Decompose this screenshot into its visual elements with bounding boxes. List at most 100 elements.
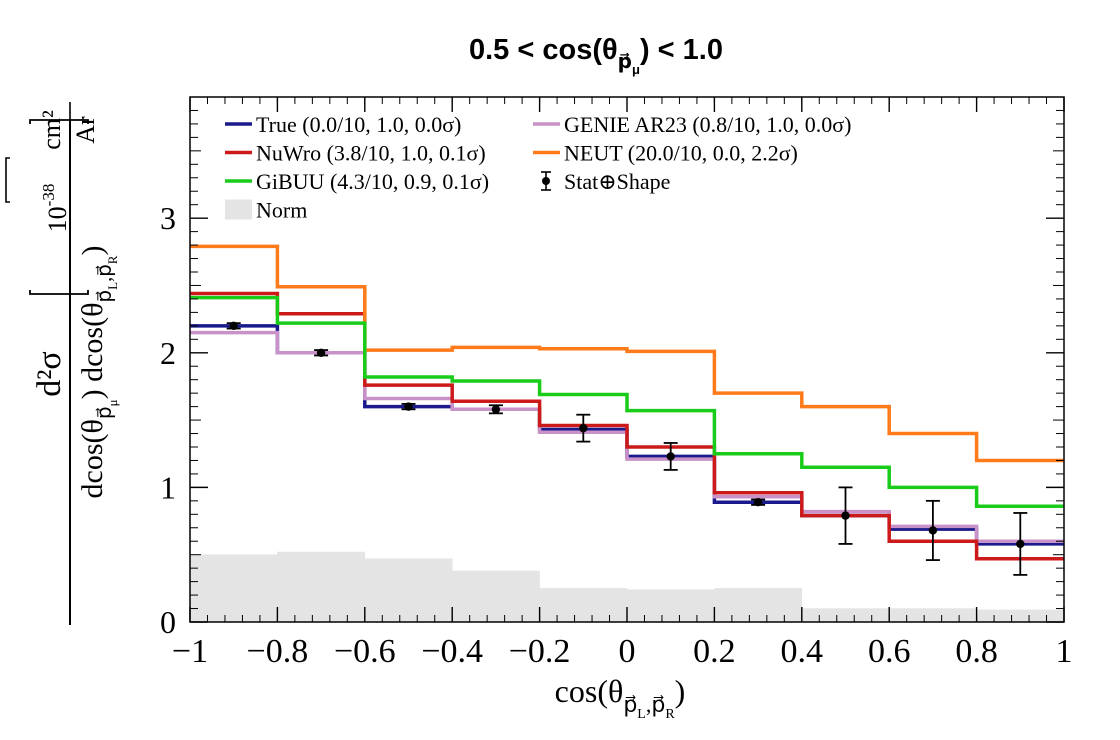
xlabel-subsub1: L [637,707,646,722]
y-tick-label: 2 [160,335,176,371]
norm-histogram [189,551,1065,623]
x-axis-label: cos(θp⃗L,p⃗R) [555,673,686,722]
data-marker-2 [404,402,413,411]
legend-label: Norm [256,198,307,223]
norm-bin-1 [277,551,366,623]
data-marker-8 [928,526,938,535]
norm-bin-8 [888,608,977,623]
data-point-8 [925,499,940,561]
data-marker-6 [753,497,763,507]
xlabel-sub2: ,p⃗ [646,692,665,717]
xlabel-sub: p⃗ [623,692,637,717]
data-point-3 [488,404,503,415]
x-tick-label: 0.6 [868,633,911,670]
data-points-layer [226,321,1028,576]
data-marker-9 [1016,539,1025,549]
data-point-0 [226,321,241,331]
legend: True (0.0/10, 1.0, 0.0σ) NuWro (3.8/10, 1… [225,112,851,223]
data-point-2 [401,402,416,411]
ylabel-denominator: dcos(θp⃗μ) dcos(θp⃗L,p⃗R) [76,246,120,499]
xlabel-end: ) [675,673,686,709]
title-main: 0.5 < cos(θ [469,34,618,66]
norm-bin-4 [539,588,628,623]
data-point-7 [838,486,853,545]
ylabel-den-subsub3: R [105,255,120,264]
ylabel-den-sub2: p⃗ [94,290,116,303]
x-tick-label: −1 [172,633,208,670]
x-tick-label: −0.6 [334,633,396,670]
chart-title: 0.5 < cos(θp⃗μ) < 1.0 [469,34,723,77]
x-tick-label: 0 [619,633,636,670]
legend-label: True (0.0/10, 1.0, 0.0σ) [256,112,461,137]
units-bracket-open [29,290,89,295]
legend-entry-1: GENIE AR23 (0.8/10, 1.0, 0.0σ) [533,112,851,137]
norm-bin-7 [801,608,890,623]
ylabel-numerator: d²σ [31,351,68,397]
title-sub: p⃗ [618,51,632,73]
x-tick-label: 0.2 [693,633,736,670]
legend-label: Stat⊕Shape [564,169,670,194]
units-base: 10-38 [39,184,72,233]
y-tick-label: 3 [160,200,176,236]
ylabel-den-part1: dcos(θ [76,419,109,498]
data-point-4 [576,413,591,443]
ylabel-den-subsub2: L [105,282,120,290]
data-marker-0 [229,321,238,331]
legend-entry-3: NEUT (20.0/10, 0.0, 2.2σ) [533,141,798,166]
norm-bin-2 [364,558,453,623]
axes: −1 −0.8 −0.6 −0.4 −0.2 0 0.2 0.4 0.6 0.8 1 0 1 2 3 [160,96,1073,670]
legend-label: GiBUU (4.3/10, 0.9, 0.1σ) [256,169,489,194]
data-point-9 [1013,512,1028,576]
y-axis-label: d²σ dcos(θp⃗μ) dcos(θp⃗L,p⃗R) 10-38 cm² … [5,102,120,625]
x-tick-label: −0.2 [509,633,571,670]
ylabel-den-subsub1: μ [105,399,120,406]
data-marker-1 [316,348,326,357]
units-exp: -38 [39,184,58,207]
units-base-text: 10 [43,206,72,232]
title-subsub: μ [632,62,640,77]
data-point-5 [663,442,678,471]
x-tick-label: 0.8 [955,633,998,670]
norm-bin-3 [451,570,540,623]
legend-entry-6: Norm [225,198,307,223]
xlabel-main: cos(θ [555,673,624,709]
x-tick-label: 0.4 [781,633,824,670]
data-marker-5 [666,452,675,461]
ylabel-den-sub3: ,p⃗ [94,264,116,282]
legend-entry-0: True (0.0/10, 1.0, 0.0σ) [225,112,461,137]
ylabel-den-sub1: p⃗ [94,406,116,419]
units-bracket-close [29,119,89,124]
legend-entry-4: GiBUU (4.3/10, 0.9, 0.1σ) [225,169,489,194]
legend-label: NuWro (3.8/10, 1.0, 0.1σ) [256,141,486,166]
legend-swatch-marker [542,177,550,185]
legend-label: NEUT (20.0/10, 0.0, 2.2σ) [564,141,798,166]
units-bracket-left [5,157,10,203]
legend-label: GENIE AR23 (0.8/10, 1.0, 0.0σ) [564,112,851,137]
norm-bin-0 [189,554,278,623]
data-point-1 [314,348,329,357]
legend-swatch [225,199,252,220]
series-line-3 [190,244,1064,463]
y-tick-label: 1 [160,469,176,505]
series-line-4 [190,295,1064,508]
legend-entry-5: Stat⊕Shape [541,169,670,194]
data-marker-4 [579,423,588,433]
data-point-6 [751,497,766,507]
y-tick-label: 0 [160,604,176,640]
norm-bin-9 [976,609,1065,623]
norm-bin-5 [626,589,715,623]
units-numerator: cm² [37,110,66,150]
mc-series-layer [190,244,1064,561]
xlabel-subsub2: R [665,707,675,722]
data-marker-7 [841,511,850,520]
x-tick-label: 1 [1056,633,1073,670]
x-tick-label: −0.4 [421,633,483,670]
x-tick-label: −0.8 [247,633,309,670]
title-end: ) < 1.0 [640,34,723,66]
ylabel-den-part2: ) dcos(θ [76,303,109,400]
legend-entry-2: NuWro (3.8/10, 1.0, 0.1σ) [225,141,486,166]
norm-bin-6 [714,588,803,623]
data-marker-3 [491,405,501,414]
ylabel-units: 10-38 cm² Ar [5,102,100,233]
